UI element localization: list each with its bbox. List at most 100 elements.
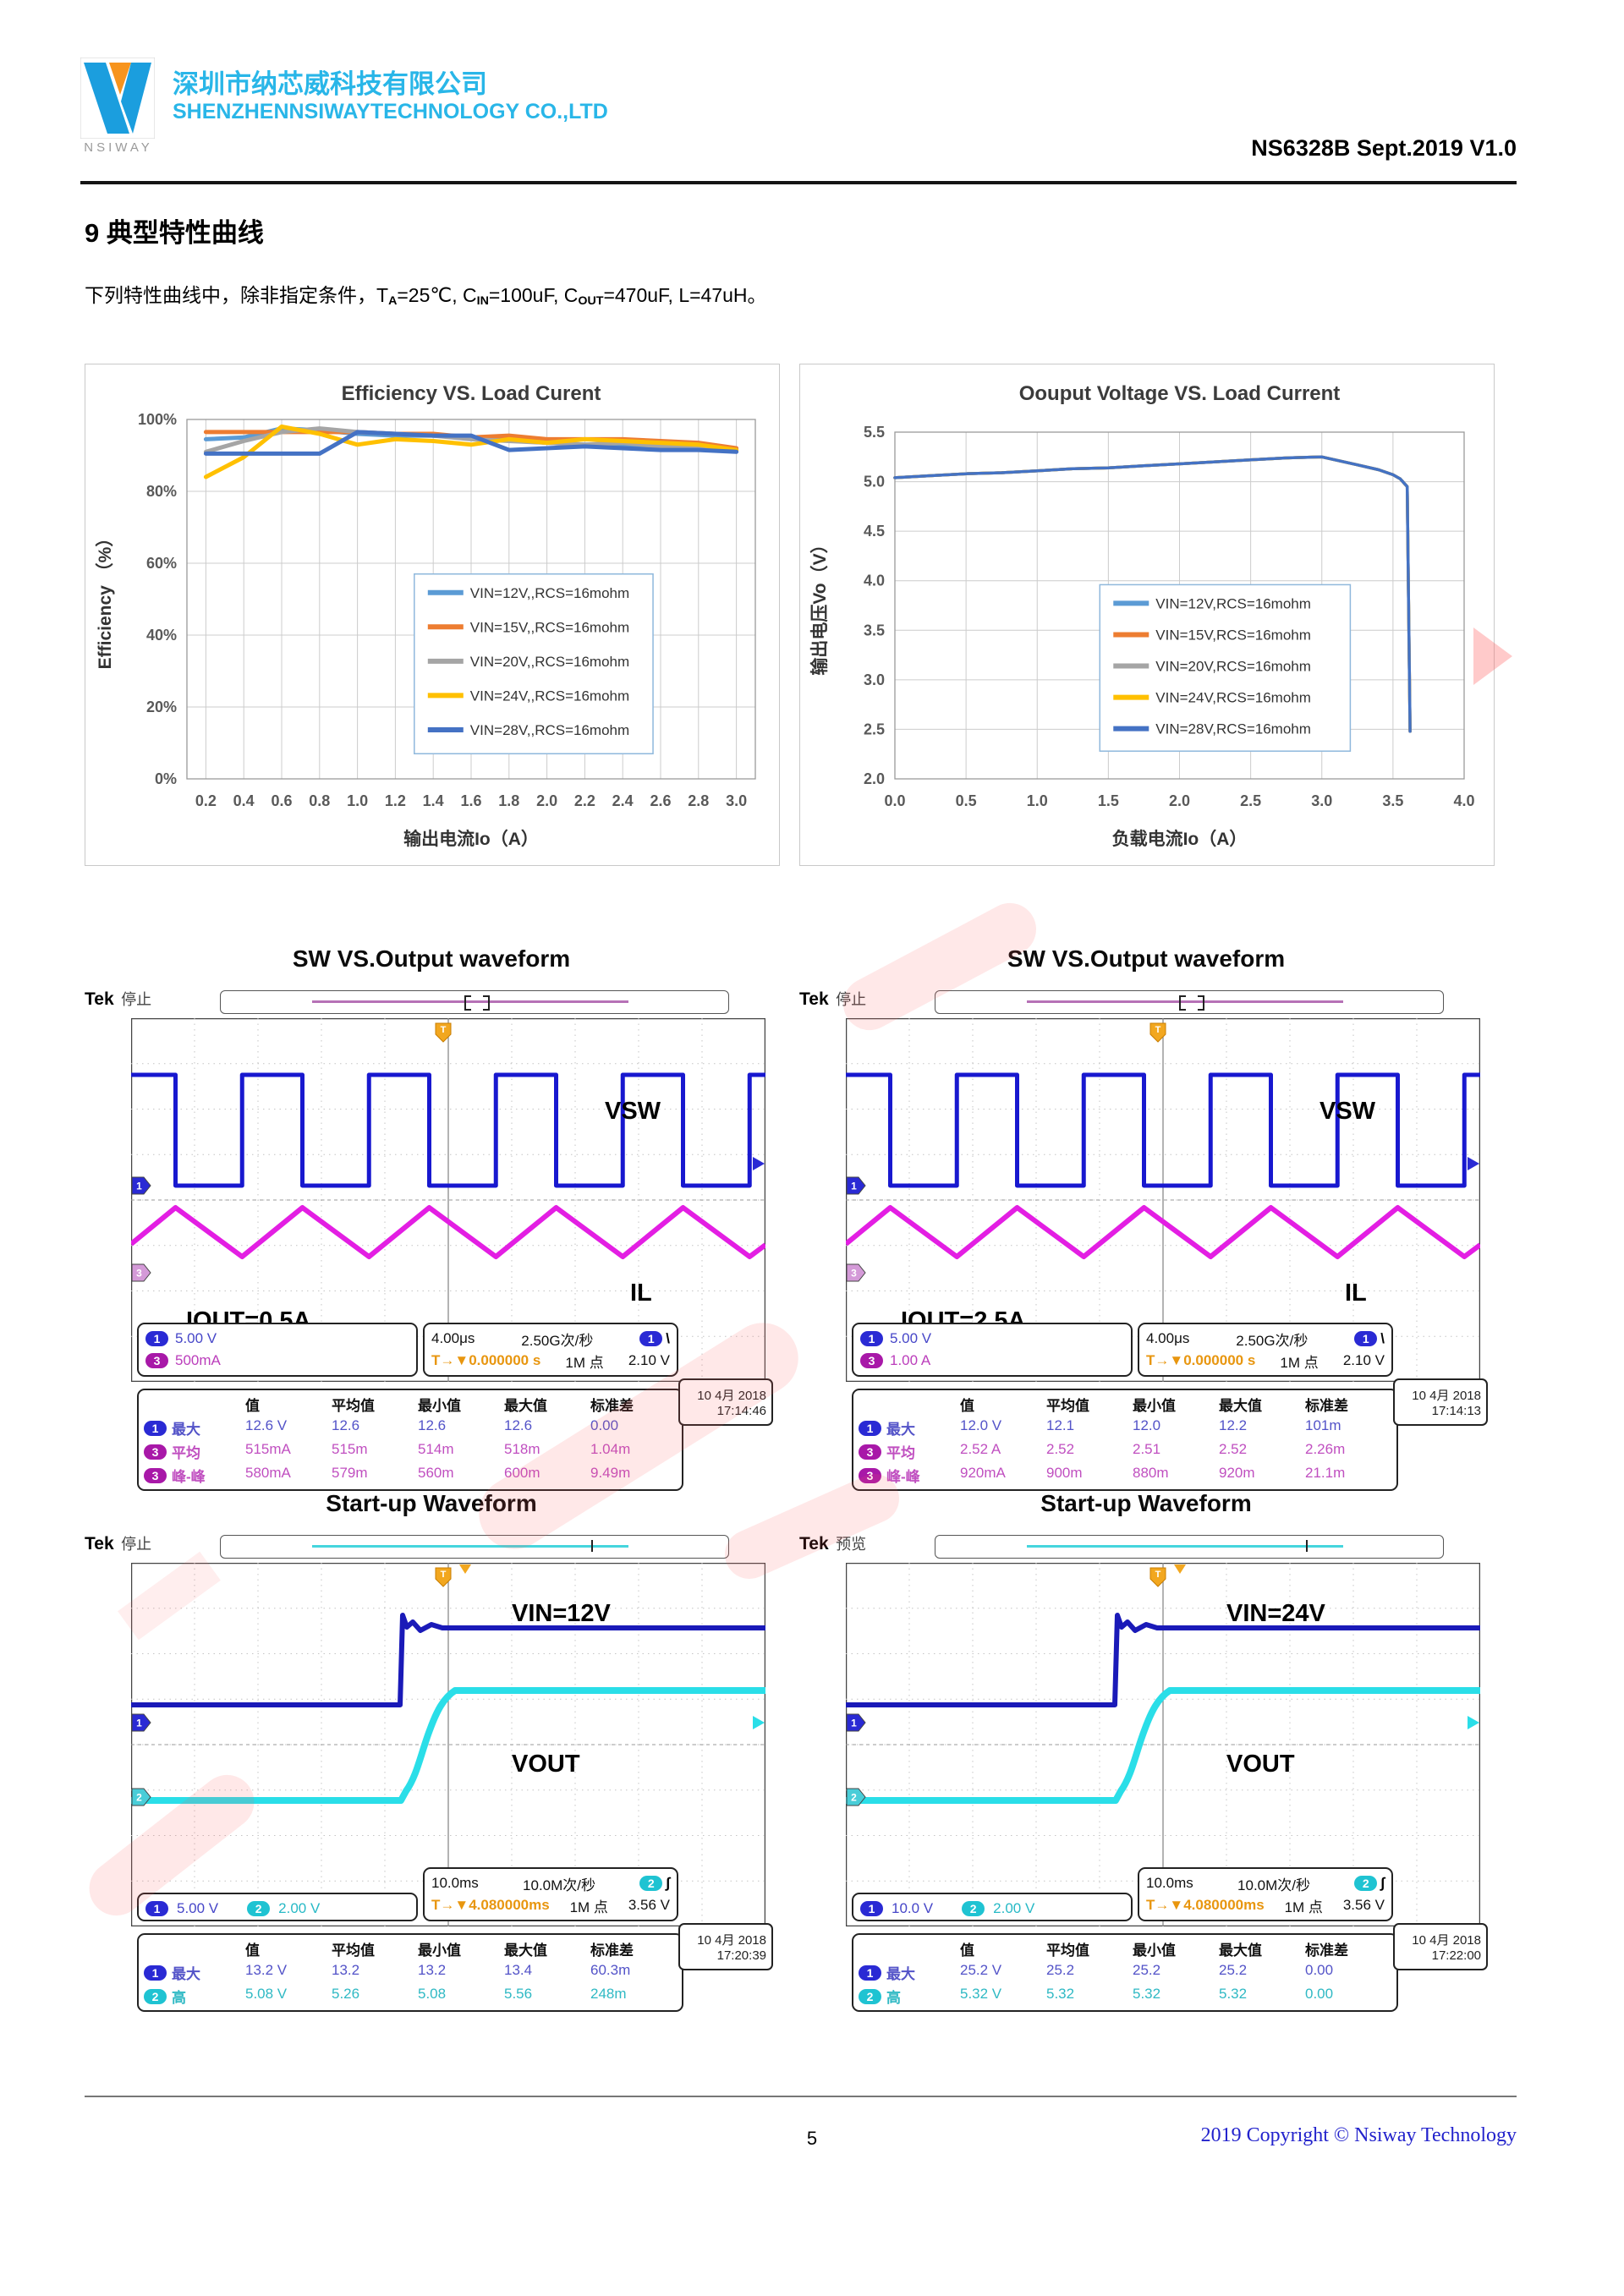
channel-2-badge: 2 [247, 1901, 271, 1916]
channel-3-scale: 1.00 A [890, 1352, 931, 1368]
trigger-position: T→▼0.000000 s [431, 1352, 541, 1368]
channel-3-badge: 3 [145, 1353, 168, 1368]
record-length: 1M 点 [569, 1899, 608, 1915]
svg-text:3: 3 [136, 1268, 142, 1280]
scope-time: 17:14:46 [716, 1404, 766, 1418]
svg-text:负载电流Io（A）: 负载电流Io（A） [1112, 829, 1248, 849]
svg-text:2.4: 2.4 [612, 792, 634, 809]
company-name-en: SHENZHENNSIWAYTECHNOLOGY CO.,LTD [173, 100, 608, 123]
svg-text:1: 1 [851, 1718, 857, 1729]
channel-scale-box: 1 5.00 V 3 1.00 A [852, 1323, 1133, 1377]
timebase-trigger-box: 4.00μs 2.50G次/秒 1 \ T→▼0.000000 s 1M 点 2.10 V [1138, 1323, 1393, 1377]
channel-2-scale: 2.00 V [993, 1900, 1035, 1916]
record-position-bar [935, 1535, 1444, 1559]
svg-text:40%: 40% [146, 627, 177, 644]
svg-text:VIN=24V,,RCS=16mohm: VIN=24V,,RCS=16mohm [470, 688, 629, 704]
svg-text:2: 2 [851, 1792, 857, 1804]
scope-date: 10 4月 2018 [1412, 1933, 1481, 1948]
trace-label-vin: VIN=12V [512, 1600, 611, 1627]
svg-text:VIN=15V,RCS=16mohm: VIN=15V,RCS=16mohm [1155, 627, 1311, 643]
sample-rate: 10.0M次/秒 [523, 1877, 596, 1893]
trigger-source-badge: 2 [1354, 1876, 1378, 1891]
svg-text:输出电流Io（A）: 输出电流Io（A） [403, 829, 539, 849]
svg-text:VIN=24V,RCS=16mohm: VIN=24V,RCS=16mohm [1155, 690, 1311, 706]
trace-label-il: IL [630, 1280, 652, 1307]
time-per-div: 10.0ms [1146, 1875, 1193, 1891]
channel-3-scale: 500mA [175, 1352, 221, 1368]
trigger-slope-icon: \ [666, 1330, 670, 1346]
svg-text:2.2: 2.2 [574, 792, 595, 809]
svg-text:0.5: 0.5 [956, 792, 977, 809]
copyright-text: 2019 Copyright © Nsiway Technology [1200, 2124, 1517, 2146]
record-length: 1M 点 [1284, 1899, 1323, 1915]
document-reference: NS6328B Sept.2019 V1.0 [1251, 135, 1517, 161]
svg-text:80%: 80% [146, 483, 177, 500]
channel-3-badge: 3 [860, 1353, 883, 1368]
acquisition-mode: 预览 [836, 1536, 867, 1553]
scope-display: 1 2 T [130, 1562, 766, 1927]
svg-text:VIN=20V,,RCS=16mohm: VIN=20V,,RCS=16mohm [470, 654, 629, 670]
svg-text:1: 1 [136, 1181, 142, 1192]
svg-text:VIN=12V,RCS=16mohm: VIN=12V,RCS=16mohm [1155, 595, 1311, 611]
trace-label-il: IL [1345, 1280, 1367, 1307]
scope-date: 10 4月 2018 [1412, 1389, 1481, 1403]
trigger-level: 3.56 V [628, 1897, 670, 1913]
trace-label-vin: VIN=24V [1226, 1600, 1325, 1627]
svg-text:Oouput Voltage VS. Load Curren: Oouput Voltage VS. Load Current [1019, 382, 1341, 405]
channel-2-badge: 2 [962, 1901, 985, 1916]
svg-text:5.0: 5.0 [864, 474, 885, 490]
scope-header-bar: Tek 停止 [85, 1532, 778, 1563]
trigger-position: T→▼0.000000 s [1146, 1352, 1256, 1368]
scope-datetime: 10 4月 2018 17:22:00 [1393, 1923, 1488, 1970]
svg-text:0.4: 0.4 [233, 792, 255, 809]
conditions-text: =25℃, C [397, 284, 477, 306]
svg-text:2.5: 2.5 [864, 721, 885, 737]
record-position-bar [220, 1535, 729, 1559]
conditions-text: =470uF, L=47uH。 [603, 284, 767, 306]
svg-text:1.5: 1.5 [1098, 792, 1119, 809]
conditions-text: =100uF, C [488, 284, 579, 306]
scope-time: 17:14:13 [1431, 1404, 1481, 1418]
scope-header-bar: Tek 停止 [799, 988, 1493, 1018]
scope-time: 17:22:00 [1431, 1948, 1481, 1963]
trigger-level: 2.10 V [628, 1352, 670, 1368]
svg-text:1.4: 1.4 [423, 792, 444, 809]
scope-datetime: 10 4月 2018 17:14:13 [1393, 1378, 1488, 1426]
efficiency-chart: Efficiency VS. Load Curent 0.2 0.4 0.6 0.8 1.… [85, 364, 780, 866]
time-per-div: 10.0ms [431, 1875, 479, 1891]
svg-text:VIN=15V,,RCS=16mohm: VIN=15V,,RCS=16mohm [470, 619, 629, 635]
svg-text:0.8: 0.8 [309, 792, 330, 809]
svg-text:0.2: 0.2 [195, 792, 217, 809]
svg-text:1.0: 1.0 [1027, 792, 1048, 809]
sw-waveform-title-left: SW VS.Output waveform [292, 945, 571, 972]
channel-1-badge: 1 [145, 1901, 168, 1916]
channel-scale-box: 1 10.0 V 2 2.00 V [852, 1893, 1133, 1921]
timebase-trigger-box: 10.0ms 10.0M次/秒 2 ∫ T→▼4.080000ms 1M 点 3.56 V [423, 1867, 678, 1921]
subscript-a: A [388, 294, 398, 309]
channel-scale-box: 1 5.00 V 3 500mA [137, 1323, 418, 1377]
trace-label-vout: VOUT [512, 1751, 580, 1778]
svg-text:60%: 60% [146, 555, 177, 572]
svg-text:2.0: 2.0 [1169, 792, 1190, 809]
trace-label-vsw: VSW [605, 1098, 661, 1125]
sw-waveform-title-right: SW VS.Output waveform [1007, 945, 1286, 972]
record-position-bar [935, 990, 1444, 1014]
oscilloscope-startup-vin24: Tek 预览 1 2 T VIN=24V VOUT 1 10.0 V 2 2.00 V 1… [799, 1532, 1493, 2040]
test-conditions: 下列特性曲线中，除非指定条件，TA=25℃, CIN=100uF, COUT=4… [85, 279, 767, 308]
svg-text:3.0: 3.0 [726, 792, 747, 809]
startup-title-right: Start-up Waveform [1040, 1490, 1252, 1516]
section-title: 9 典型特性曲线 [85, 218, 264, 248]
time-per-div: 4.00μs [1146, 1330, 1190, 1346]
svg-text:3.0: 3.0 [864, 671, 885, 688]
record-length: 1M 点 [1280, 1354, 1319, 1371]
record-position-bar [220, 990, 729, 1014]
svg-text:4.5: 4.5 [864, 523, 885, 540]
scope-display: 1 2 T [845, 1562, 1481, 1927]
svg-text:2.0: 2.0 [536, 792, 557, 809]
svg-text:1.0: 1.0 [347, 792, 368, 809]
trace-label-vout: VOUT [1226, 1751, 1295, 1778]
svg-text:20%: 20% [146, 699, 177, 715]
measurement-table: 值平均值 最小值 最大值 标准差 1 最大 12.0 V 12.1 12.0 12.2 101m 3 平… [852, 1389, 1398, 1491]
svg-text:2.0: 2.0 [864, 770, 885, 787]
